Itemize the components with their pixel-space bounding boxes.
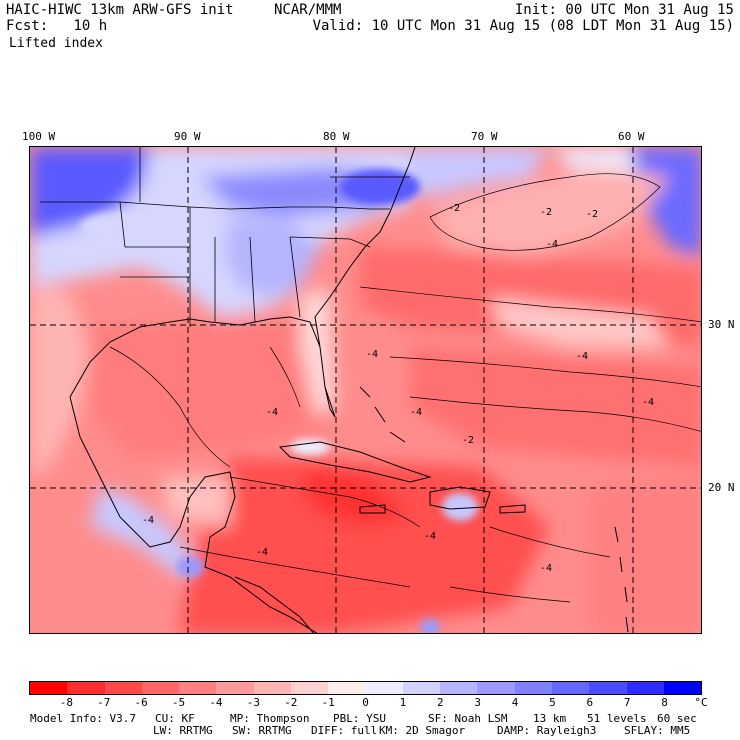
colorbar-swatch	[626, 682, 664, 694]
contour-label: -4	[366, 349, 378, 360]
model-info-dt: 60 sec	[657, 712, 697, 725]
contour-label: -4	[424, 531, 436, 542]
model-info-res: 13 km	[533, 712, 567, 725]
colorbar-tick-label: 4	[511, 696, 519, 709]
contour-label: -2	[540, 207, 552, 218]
field-details	[80, 169, 478, 633]
colorbar-swatch	[365, 682, 403, 694]
contour-label: -4	[266, 407, 278, 418]
model-info-sw: SW: RRTMG	[232, 724, 292, 737]
model-info-pbl: PBL: YSU	[333, 712, 386, 725]
organization-label: NCAR/MMM	[274, 2, 342, 18]
colorbar-tick-label: -1	[321, 696, 335, 709]
colorbar-tick-label: -3	[246, 696, 260, 709]
colorbar-tick-label: -4	[209, 696, 223, 709]
model-info-km: KM: 2D Smagor	[379, 724, 466, 737]
colorbar-swatch	[402, 682, 441, 694]
colorbar-swatch	[179, 682, 217, 694]
model-info-diff: DIFF: full	[311, 724, 378, 737]
lifted-index-map: -2 -2 -2 -4 -4 -4 -4 -4 -2 -4 -4 -4 -4 -…	[29, 146, 702, 634]
colorbar-swatch	[589, 682, 627, 694]
colorbar-tick-label: -2	[284, 696, 298, 709]
colorbar-tick-label: 3	[474, 696, 481, 709]
colorbar-swatch	[440, 682, 478, 694]
model-info-mp: MP: Thompson	[230, 712, 310, 725]
colorbar-tick-label: 0	[362, 696, 369, 709]
init-time: Init: 00 UTC Mon 31 Aug 15	[514, 2, 734, 18]
model-info-damp: DAMP: Rayleigh3	[497, 724, 597, 737]
lon-label-90w: 90 W	[174, 130, 201, 143]
contour-label: -4	[142, 515, 154, 526]
colorbar-tick-label: 8	[661, 696, 668, 709]
state-borders	[40, 147, 410, 327]
colorbar-swatch	[328, 682, 366, 694]
contour-label: -2	[586, 209, 598, 220]
colorbar	[29, 681, 702, 695]
colorbar-swatch	[663, 682, 702, 694]
contour-label: -4	[256, 547, 268, 558]
model-info-levels: 51 levels	[587, 712, 647, 725]
forecast-hour: Fcst: 10 h	[6, 18, 107, 34]
model-title: HAIC-HIWC 13km ARW-GFS init	[6, 2, 234, 18]
colorbar-tick-label: 5	[549, 696, 556, 709]
contours	[109, 173, 701, 603]
contour-label: -4	[410, 407, 422, 418]
colorbar-tick-label: -7	[97, 696, 111, 709]
map-canvas: -2 -2 -2 -4 -4 -4 -4 -4 -2 -4 -4 -4 -4 -…	[30, 147, 701, 633]
colorbar-tick-label: 7	[623, 696, 631, 709]
graticule	[30, 147, 701, 633]
colorbar-swatch	[253, 682, 291, 694]
fcst-label: Fcst:	[6, 18, 49, 34]
coastlines	[69, 147, 629, 633]
lon-label-100w: 100 W	[22, 130, 56, 143]
colorbar-swatch	[67, 682, 105, 694]
colorbar-unit: °C	[694, 696, 708, 709]
lat-label-20n: 20 N	[708, 481, 735, 494]
colorbar-swatch	[104, 682, 142, 694]
model-info-version: Model Info: V3.7	[30, 712, 136, 725]
colorbar-tick-label: -6	[134, 696, 148, 709]
lon-label-80w: 80 W	[323, 130, 350, 143]
colorbar-tick-label: 1	[399, 696, 407, 709]
colorbar-tick-label: 2	[436, 696, 444, 709]
colorbar-swatch	[141, 682, 180, 694]
colorbar-swatch	[30, 682, 68, 694]
contour-label: -4	[540, 563, 552, 574]
contour-label: -4	[546, 239, 558, 250]
fcst-value: 10 h	[73, 18, 108, 34]
lat-label-30n: 30 N	[708, 318, 735, 331]
lon-label-70w: 70 W	[471, 130, 498, 143]
colorbar-swatch	[514, 682, 552, 694]
lon-label-60w: 60 W	[618, 130, 645, 143]
colorbar-swatch	[551, 682, 590, 694]
model-info-sf: SF: Noah LSM	[428, 712, 508, 725]
colorbar-tick-label: -8	[59, 696, 73, 709]
valid-time: Valid: 10 UTC Mon 31 Aug 15 (08 LDT Mon …	[312, 18, 734, 34]
colorbar-swatch	[216, 682, 254, 694]
colorbar-swatch	[477, 682, 515, 694]
field-name: Lifted index	[9, 36, 103, 51]
colorbar-tick-label: -5	[171, 696, 186, 709]
contour-label: -2	[448, 203, 460, 214]
model-info-lw: LW: RRTMG	[153, 724, 213, 737]
contour-label: -4	[576, 351, 588, 362]
contour-labels: -2 -2 -2 -4 -4 -4 -4 -4 -2 -4 -4 -4 -4 -…	[142, 203, 654, 574]
contour-label: -4	[642, 397, 654, 408]
colorbar-swatch	[290, 682, 329, 694]
colorbar-tick-label: 6	[586, 696, 594, 709]
contour-label: -2	[462, 435, 474, 446]
model-info-cu: CU: KF	[155, 712, 195, 725]
model-info-sflay: SFLAY: MM5	[624, 724, 691, 737]
